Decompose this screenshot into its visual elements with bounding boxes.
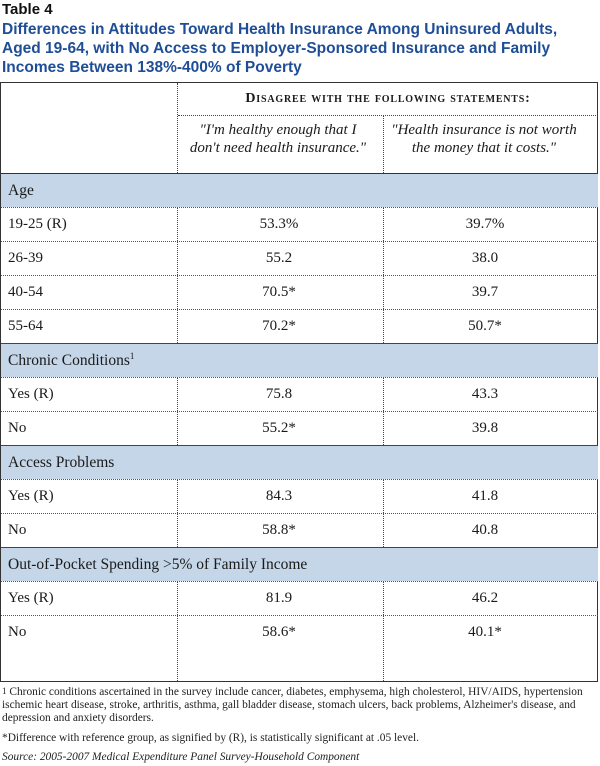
value-not-worth-cost: 43.3 — [471, 386, 499, 402]
table-row: Yes (R) 81.9 46.2 — [1, 581, 598, 615]
value-not-worth-cost: 40.8 — [471, 522, 499, 538]
footnote-line: ischemic heart disease, stroke, arthriti… — [2, 699, 576, 711]
footnote-line: depression and anxiety disorders. — [2, 712, 154, 724]
section-label-text: Out-of-Pocket Spending >5% of Family Inc… — [8, 556, 308, 573]
table-row: Yes (R) 75.8 43.3 — [1, 377, 598, 411]
row-label: 19-25 (R) — [8, 216, 67, 232]
table-row: Yes (R) 84.3 41.8 — [1, 479, 598, 513]
row-label: 26-39 — [8, 250, 43, 266]
value-not-worth-cost: 38.0 — [471, 250, 499, 266]
table-label: Table 4 — [2, 1, 53, 18]
column-header-line: don't need health insurance." — [189, 140, 367, 156]
footnote-marker: 1 — [2, 686, 7, 696]
row-label: No — [8, 624, 27, 640]
section-label: Chronic Conditions1 — [8, 351, 135, 370]
section-label: Out-of-Pocket Spending >5% of Family Inc… — [8, 556, 307, 574]
table-row: 40-54 70.5* 39.7 — [1, 275, 598, 309]
table-bottom-rule — [0, 681, 598, 682]
value-healthy-enough: 58.6* — [262, 624, 296, 640]
column-header-worth: "Health insurance is not worth the money… — [384, 121, 584, 157]
value-not-worth-cost: 39.7 — [471, 284, 499, 300]
table-title: Differences in Attitudes Toward Health I… — [2, 20, 598, 77]
section-header-row: Age — [1, 173, 598, 207]
title-line: Aged 19-64, with No Access to Employer-S… — [2, 40, 551, 57]
value-healthy-enough: 58.8* — [262, 522, 296, 538]
footnote-chronic: 1 Chronic conditions ascertained in the … — [2, 686, 592, 725]
title-line: Differences in Attitudes Toward Health I… — [2, 21, 558, 38]
row-label: Yes (R) — [8, 386, 54, 402]
row-label: 40-54 — [8, 284, 43, 300]
value-healthy-enough: 84.3 — [265, 488, 293, 504]
table-row: No 55.2* 39.8 — [1, 411, 598, 445]
column-divider — [383, 116, 384, 681]
section-label-text: Chronic Conditions — [8, 352, 130, 369]
row-label: No — [8, 522, 27, 538]
value-healthy-enough: 53.3% — [259, 216, 299, 232]
value-healthy-enough: 75.8 — [265, 386, 293, 402]
table-row: 19-25 (R) 53.3% 39.7% — [1, 207, 598, 241]
row-label: No — [8, 420, 27, 436]
section-label-text: Age — [8, 182, 34, 199]
value-not-worth-cost: 46.2 — [471, 590, 499, 606]
group-header: Disagree with the following statements: — [245, 91, 531, 106]
value-not-worth-cost: 39.8 — [471, 420, 499, 436]
row-label: 55-64 — [8, 318, 43, 334]
table-row: 26-39 55.2 38.0 — [1, 241, 598, 275]
column-header-line: "I'm healthy enough that I — [199, 122, 357, 138]
footnote-significance: *Difference with reference group, as sig… — [2, 732, 419, 744]
footnote-line: 1 Chronic conditions ascertained in the … — [2, 686, 592, 699]
value-healthy-enough: 70.2* — [262, 318, 296, 334]
row-label: Yes (R) — [8, 590, 54, 606]
table-row: 55-64 70.2* 50.7* — [1, 309, 598, 343]
value-not-worth-cost: 39.7% — [465, 216, 505, 232]
value-not-worth-cost: 41.8 — [471, 488, 499, 504]
column-header-line: "Health insurance is not worth — [391, 122, 577, 138]
value-healthy-enough: 55.2* — [262, 420, 296, 436]
header-divider — [178, 115, 598, 116]
section-label: Age — [8, 182, 34, 200]
section-label: Access Problems — [8, 454, 114, 472]
table-row: No 58.8* 40.8 — [1, 513, 598, 547]
value-healthy-enough: 70.5* — [262, 284, 296, 300]
column-divider — [177, 83, 178, 681]
value-not-worth-cost: 40.1* — [468, 624, 502, 640]
title-line: Incomes Between 138%-400% of Poverty — [2, 59, 302, 76]
source-note: Source: 2005-2007 Medical Expenditure Pa… — [2, 751, 360, 763]
footnote-text: Chronic conditions ascertained in the su… — [9, 686, 583, 698]
table-row: No 58.6* 40.1* — [1, 615, 598, 649]
section-label-text: Access Problems — [8, 454, 115, 471]
section-header-row: Chronic Conditions1 — [1, 343, 598, 377]
table-frame — [0, 82, 598, 681]
section-header-row: Out-of-Pocket Spending >5% of Family Inc… — [1, 547, 598, 581]
footnote-marker: 1 — [129, 351, 135, 361]
value-healthy-enough: 55.2 — [265, 250, 293, 266]
row-label: Yes (R) — [8, 488, 54, 504]
value-not-worth-cost: 50.7* — [468, 318, 502, 334]
value-healthy-enough: 81.9 — [265, 590, 293, 606]
column-header-healthy: "I'm healthy enough that I don't need he… — [178, 121, 378, 157]
column-header-line: the money that it costs." — [411, 140, 557, 156]
section-header-row: Access Problems — [1, 445, 598, 479]
